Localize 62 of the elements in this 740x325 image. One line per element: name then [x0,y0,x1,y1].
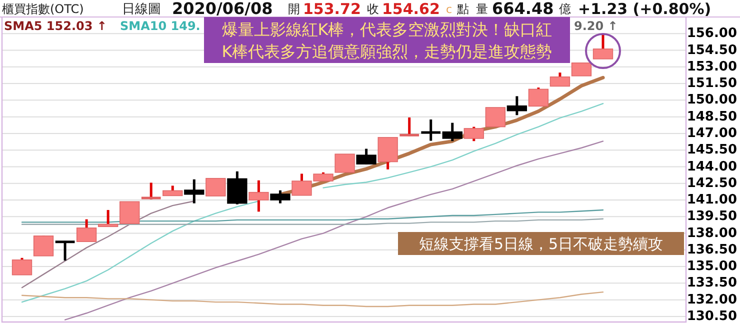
candlestick [506,94,528,116]
y-tick-label: 132.00 [686,292,737,308]
y-tick-label: 153.00 [686,59,737,74]
line-series [21,209,604,223]
candlestick [356,148,376,166]
y-tick-label: 148.50 [686,109,737,124]
text: 開 [288,2,300,16]
candlestick [528,86,549,108]
line-series [21,291,604,308]
y-tick-label: 144.00 [686,159,737,174]
y-tick-label: 136.50 [686,242,737,258]
text: 點 [456,2,469,16]
candlestick [54,240,76,262]
candlestick [464,126,484,142]
candlestick [442,122,462,142]
candlestick [162,184,183,197]
chart-title: 櫃買指數(OTC) [2,2,84,16]
y-tick-label: 133.50 [686,276,737,291]
candlestick [550,71,570,88]
candlestick [98,208,118,228]
candlestick [334,154,355,173]
text: c [446,3,452,16]
candlestick [270,189,290,205]
annotation: 153.72 [303,0,361,18]
candlestick [206,178,226,196]
y-tick-label: 147.00 [686,126,737,142]
candlestick [571,62,592,76]
y-tick-label: 142.50 [686,176,737,191]
annotation: +1.23 (+0.80%) [578,0,712,18]
y-tick-label: 141.00 [686,192,737,208]
candlestick [76,218,97,243]
candlestick [592,33,614,60]
candlestick [184,178,204,205]
candlestick [12,256,32,276]
line-series [64,140,604,320]
annotation: 664.48 [492,0,554,18]
annotation: SMA5 152.03 ↑ [4,19,107,33]
annotation: 爆量上影線紅K棒，代表多空激烈對決！缺口紅 [222,20,552,39]
text: 量 [476,2,488,16]
y-tick-label: 154.50 [686,42,737,58]
annotation: 154.62 [382,0,440,18]
candlestick [248,179,269,213]
y-tick-label: 138.00 [686,226,737,241]
annotation: 9.20 ↑ [574,19,618,33]
text: 收 [367,2,379,16]
y-tick-label: 139.50 [686,209,737,224]
line-series [21,200,195,288]
y-tick-label: 156.00 [686,26,737,42]
annotation: SMA10 149. [120,19,200,33]
y-tick-label: 135.00 [686,259,737,274]
y-tick-label: 130.50 [686,309,737,324]
y-tick-label: 150.00 [686,92,737,108]
text: 億 [559,2,571,16]
candlestick [33,234,54,258]
chart-subtitle: 日線圖 [122,2,161,17]
candlestick [485,107,506,128]
annotation: 2020/06/08 [172,0,273,18]
y-tick-label: 151.50 [686,76,737,92]
annotation: 短線支撐看5日線，5日不破走勢續攻 [418,235,664,253]
y-tick-label: 145.50 [686,142,737,158]
candlestick [120,201,140,224]
annotation: K棒代表多方追價意願強烈，走勢仍是進攻態勢 [222,42,552,61]
